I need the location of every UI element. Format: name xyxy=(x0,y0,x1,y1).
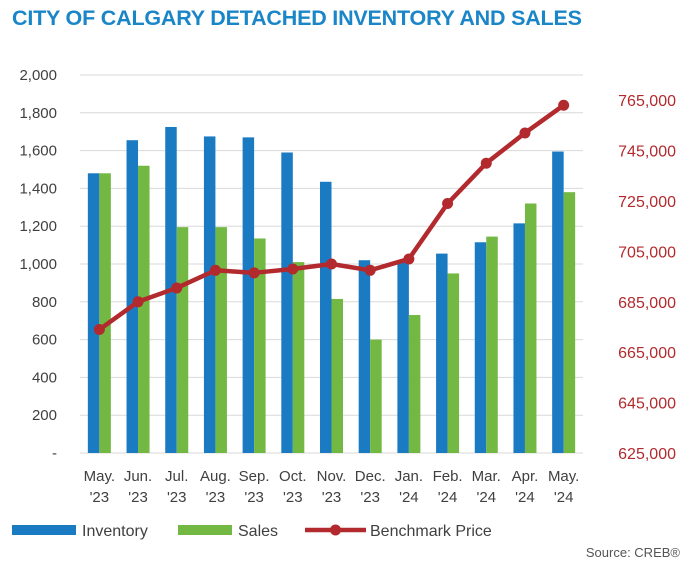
y-left-tick-label: 1,400 xyxy=(19,180,57,197)
legend-label-benchmark: Benchmark Price xyxy=(370,523,492,540)
y-left-tick-label: 1,800 xyxy=(19,105,57,122)
y-right-tick-label: 645,000 xyxy=(618,396,676,413)
source-note: Source: CREB® xyxy=(585,545,680,560)
legend-swatch-sales xyxy=(178,525,232,535)
x-tick-label: Nov. xyxy=(317,468,347,485)
benchmark-price-point xyxy=(248,267,260,279)
y-left-tick-label: 200 xyxy=(32,407,57,424)
inventory-bar xyxy=(203,136,216,454)
axes: - 200 400 600 800 1,000 1,200 1,400 1,600 1,800 2,… xyxy=(19,67,676,506)
x-tick-label-year: '24 xyxy=(515,489,535,506)
y-left-tick-label: 400 xyxy=(32,369,57,386)
legend-label-inventory: Inventory xyxy=(82,523,148,540)
inventory-bar xyxy=(320,181,332,453)
legend: Inventory Sales Benchmark Price xyxy=(12,523,492,540)
benchmark-price-point xyxy=(132,296,144,308)
inventory-bar xyxy=(126,140,139,453)
y-left-tick-label: 1,000 xyxy=(19,256,57,273)
sales-bar xyxy=(447,273,460,453)
x-tick-label-year: '23 xyxy=(283,489,303,506)
benchmark-price-point xyxy=(364,264,376,276)
x-tick-label-year: '24 xyxy=(554,489,574,506)
sales-bar xyxy=(215,227,227,453)
x-tick-label: Aug. xyxy=(200,468,231,485)
x-tick-label: Oct. xyxy=(279,468,307,485)
legend-swatch-benchmark-marker xyxy=(330,524,341,536)
y-right-tick-label: 665,000 xyxy=(618,345,676,362)
inventory-bar xyxy=(474,242,487,453)
sales-bar xyxy=(370,339,382,453)
y-left-tick-label: 1,600 xyxy=(19,143,57,160)
sales-bar xyxy=(292,262,305,453)
x-tick-label-year: '24 xyxy=(399,489,419,506)
sales-bar xyxy=(99,173,111,453)
benchmark-price-point xyxy=(287,263,299,275)
inventory-bar xyxy=(513,223,525,453)
y-right-tick-label: 725,000 xyxy=(618,194,676,211)
x-tick-label: May. xyxy=(548,468,579,485)
x-tick-label-year: '23 xyxy=(90,489,110,506)
legend-swatch-inventory xyxy=(12,525,76,535)
benchmark-line xyxy=(93,99,570,336)
x-tick-label-year: '23 xyxy=(322,489,342,506)
x-tick-label: Mar. xyxy=(472,468,501,485)
benchmark-price-point xyxy=(480,157,492,169)
inventory-bar xyxy=(87,173,100,453)
inventory-bar xyxy=(242,137,255,453)
x-tick-label: Feb. xyxy=(433,468,463,485)
x-tick-label: Jun. xyxy=(124,468,152,485)
y-left-tick-label: - xyxy=(52,445,57,462)
sales-bar xyxy=(176,227,189,453)
sales-bar xyxy=(563,192,576,453)
inventory-bar xyxy=(358,260,371,453)
y-left-tick-label: 600 xyxy=(32,332,57,349)
x-tick-label: Jul. xyxy=(165,468,188,485)
x-tick-label-year: '23 xyxy=(206,489,226,506)
x-tick-label-year: '23 xyxy=(167,489,187,506)
benchmark-price-point xyxy=(558,99,570,111)
benchmark-price-point xyxy=(326,258,337,270)
inventory-bar xyxy=(397,262,409,453)
benchmark-price-point xyxy=(519,127,531,139)
inventory-bar xyxy=(552,151,564,454)
inventory-bar xyxy=(281,152,293,454)
x-tick-label-year: '23 xyxy=(244,489,264,506)
x-tick-label: Sep. xyxy=(239,468,270,485)
benchmark-price-point xyxy=(171,282,183,294)
x-tick-label-year: '23 xyxy=(360,489,380,506)
y-left-tick-label: 2,000 xyxy=(19,67,57,84)
x-tick-label: May. xyxy=(84,468,115,485)
legend-label-sales: Sales xyxy=(238,523,278,540)
y-right-tick-label: 625,000 xyxy=(618,446,676,463)
y-left-tick-label: 1,200 xyxy=(19,218,57,235)
x-tick-label: Jan. xyxy=(395,468,423,485)
benchmark-price-point xyxy=(93,324,105,336)
x-tick-label-year: '24 xyxy=(476,489,496,506)
benchmark-price-point xyxy=(209,264,221,276)
sales-bar xyxy=(408,315,421,453)
x-tick-label-year: '23 xyxy=(128,489,148,506)
sales-bar xyxy=(254,238,266,453)
x-tick-label-year: '24 xyxy=(438,489,458,506)
y-right-tick-label: 705,000 xyxy=(618,244,676,261)
benchmark-price-point xyxy=(403,253,415,265)
chart-title: CITY OF CALGARY DETACHED INVENTORY AND S… xyxy=(12,6,582,30)
sales-bar xyxy=(331,298,343,453)
x-tick-label: Dec. xyxy=(355,468,386,485)
inventory-bar xyxy=(436,253,448,453)
y-left-tick-label: 800 xyxy=(32,294,57,311)
sales-bar xyxy=(486,236,498,453)
y-right-tick-label: 685,000 xyxy=(618,295,676,312)
y-right-tick-label: 765,000 xyxy=(618,93,676,110)
y-right-tick-label: 745,000 xyxy=(618,144,676,161)
x-tick-label: Apr. xyxy=(512,468,539,485)
sales-bar xyxy=(138,165,150,453)
bars xyxy=(87,126,576,454)
benchmark-price-point xyxy=(442,198,454,210)
sales-bar xyxy=(524,203,537,453)
